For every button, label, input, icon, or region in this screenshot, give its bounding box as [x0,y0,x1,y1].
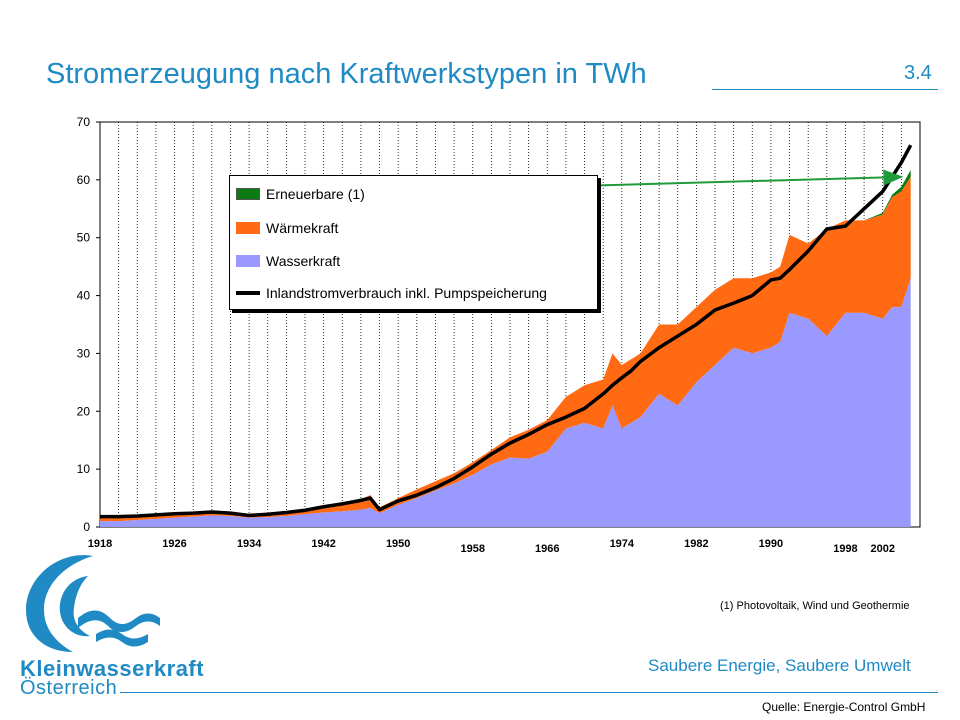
logo-swoosh-inner [59,576,90,637]
y-tick-label: 20 [77,404,91,418]
y-tick-label: 0 [83,520,90,534]
x-tick-label: 2002 [870,543,894,555]
x-tick-label: 1942 [311,538,335,550]
x-tick-label: 1966 [535,543,559,555]
logo-text-kleinwasserkraft: Kleinwasserkraft [20,656,205,681]
legend-swatch-wasserkraft [236,255,260,267]
slogan: Saubere Energie, Saubere Umwelt [648,656,911,675]
legend-label-wasserkraft: Wasserkraft [266,253,341,269]
slide-number: 3.4 [904,62,932,84]
legend-item-waermekraft: Wärmekraft [236,220,338,236]
x-tick-label: 1950 [386,538,410,550]
x-tick-label: 1926 [162,538,186,550]
x-tick-label: 1982 [684,538,708,550]
y-tick-label: 40 [77,289,91,303]
legend-swatch-verbrauch [236,291,260,295]
chart-legend: Erneuerbare (1) Wärmekraft Wasserkraft I… [229,175,598,310]
footnote: (1) Photovoltaik, Wind und Geothermie [720,600,910,612]
x-tick-label: 1934 [237,538,262,550]
x-tick-label: 1958 [460,543,484,555]
legend-label-verbrauch: Inlandstromverbrauch inkl. Pumpspeicheru… [266,285,547,301]
y-tick-label: 10 [77,462,91,476]
area-waermekraft [100,176,911,522]
legend-label-waermekraft: Wärmekraft [266,220,339,236]
x-tick-label: 1990 [759,538,783,550]
y-tick-label: 50 [77,231,91,245]
logo-wave-1 [78,610,160,632]
kleinwasserkraft-logo [26,555,160,652]
legend-label-erneuerbare: Erneuerbare (1) [266,186,365,202]
footer-rule [120,692,938,693]
y-tick-label: 30 [77,346,91,360]
title-rule [712,89,938,90]
legend-item-erneuerbare: Erneuerbare (1) [236,186,365,202]
area-wasserkraft [100,278,911,527]
y-tick-label: 70 [77,115,91,129]
legend-swatch-waermekraft [236,222,260,234]
source-note: Quelle: Energie-Control GmbH [762,700,926,714]
x-tick-label: 1998 [833,543,857,555]
y-tick-label: 60 [77,173,91,187]
legend-item-verbrauch: Inlandstromverbrauch inkl. Pumpspeicheru… [236,285,547,301]
page-title: Stromerzeugung nach Kraftwerkstypen in T… [46,58,647,90]
x-tick-label: 1918 [88,538,112,550]
logo-text-oesterreich: Österreich [20,677,118,699]
legend-swatch-erneuerbare [236,188,260,200]
legend-item-wasserkraft: Wasserkraft [236,253,340,269]
x-tick-label: 1974 [610,538,635,550]
logo-swoosh-outer [26,555,93,652]
logo-wave-2 [96,629,148,647]
line-inlandstromverbrauch [100,144,913,519]
